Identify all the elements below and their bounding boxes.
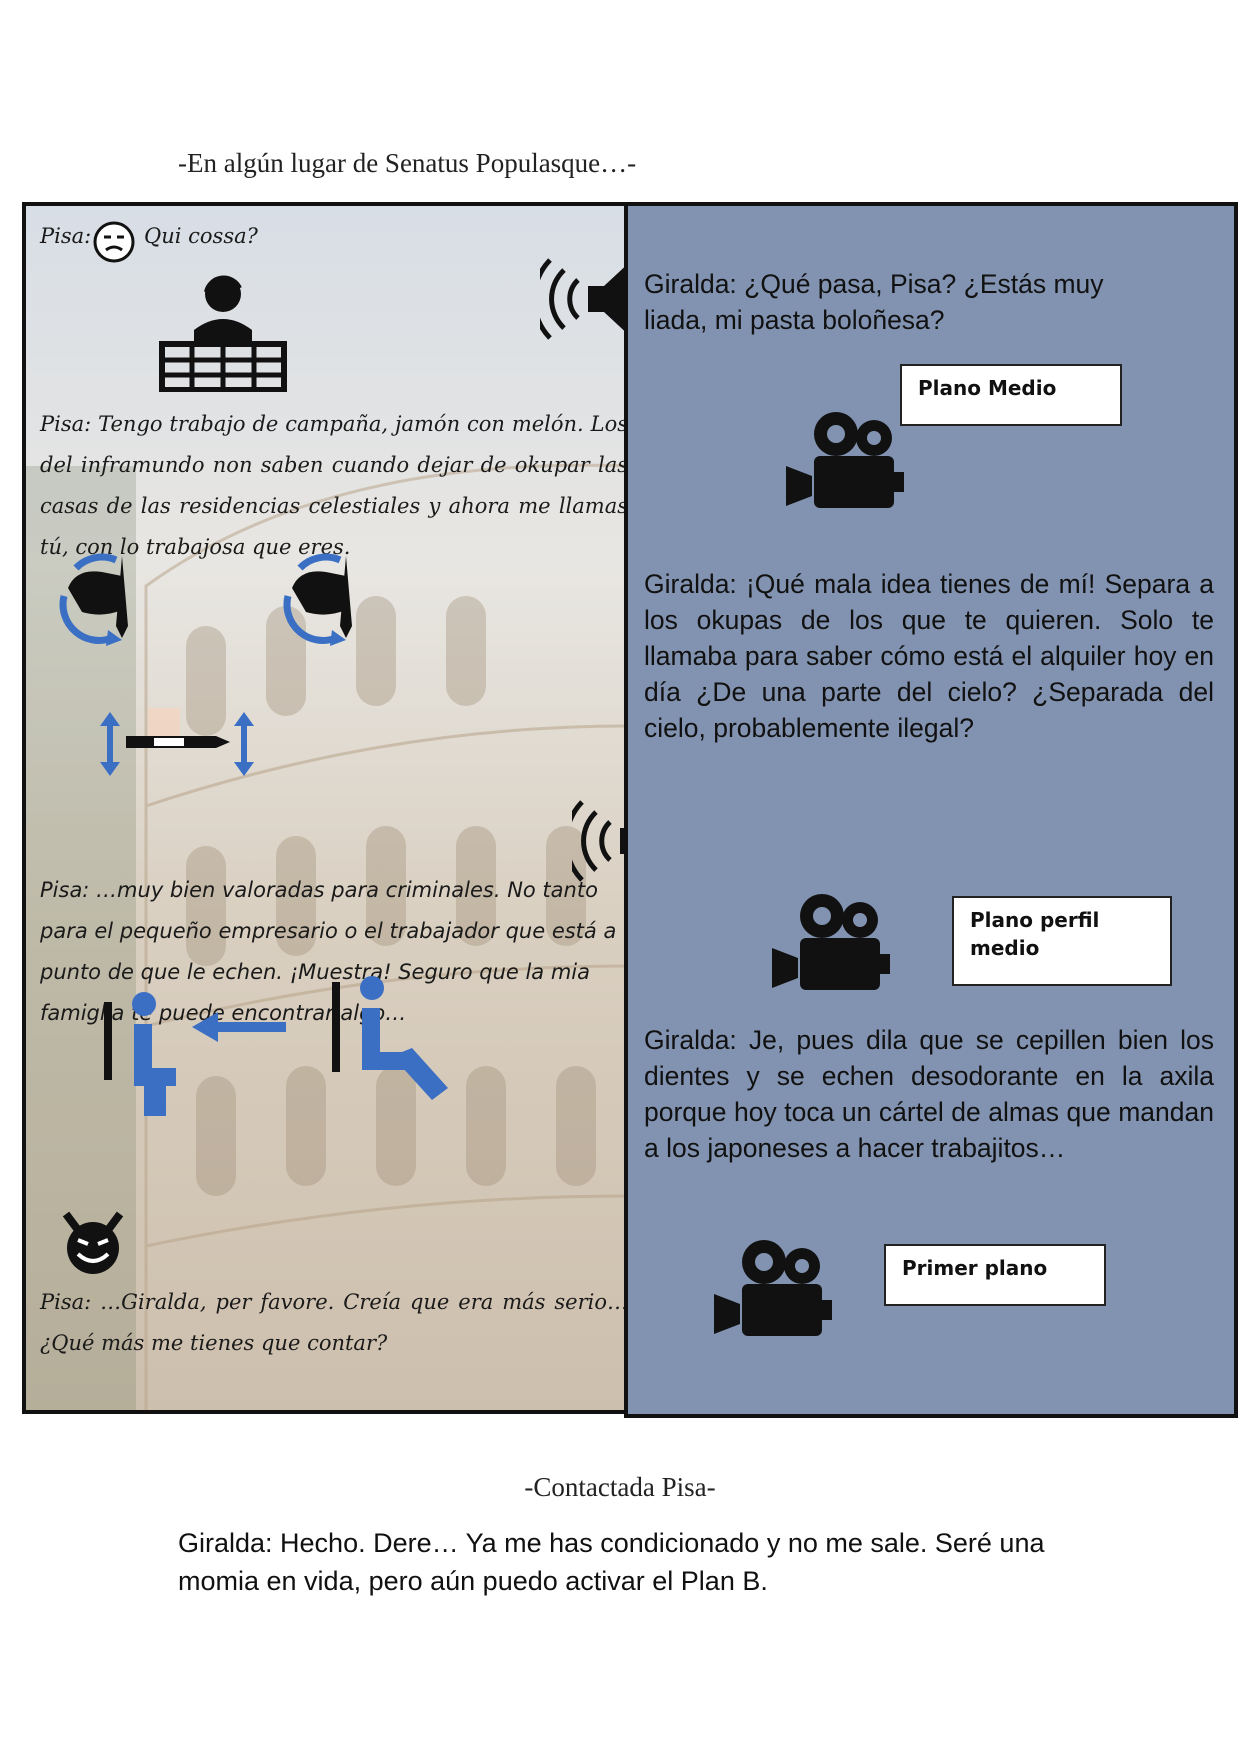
devil-face-icon — [62, 1211, 124, 1274]
movie-camera-icon — [786, 412, 904, 508]
giralda-line-3: Giralda: Je, pues dila que se cepillen b… — [644, 1025, 1214, 1163]
shot-label-1: Plano Medio — [900, 364, 1122, 426]
giralda-line-2: Giralda: ¡Qué mala idea tienes de mí! Se… — [644, 569, 1214, 743]
pisa-line-3: Pisa: …muy bien valoradas para criminale… — [40, 878, 617, 1025]
giralda-line-1: Giralda: ¿Qué pasa, Pisa? ¿Estás muy lia… — [644, 269, 1104, 335]
colosseum-background — [26, 206, 628, 1410]
pisa-line-4: Pisa: …Giralda, per favore. Creía que er… — [40, 1290, 628, 1355]
movie-camera-icon — [714, 1240, 832, 1336]
left-arrow-icon — [192, 1012, 286, 1042]
movie-camera-icon — [772, 894, 890, 990]
left-comic-panel: Pisa: Qui cossa? Pisa: Tengo trabajo de … — [22, 202, 628, 1414]
closing-line: Giralda: Hecho. Dere… Ya me has condicio… — [178, 1528, 1045, 1596]
unamused-face-icon — [93, 221, 135, 263]
pisa-line-2: Pisa: Tengo trabajo de campaña, jamón co… — [40, 412, 628, 559]
shot-label-2: Plano perfil medio — [952, 896, 1172, 986]
office-worker-desk-icon — [159, 275, 287, 392]
hand-rotate-icon — [283, 553, 352, 646]
person-seated-icon — [332, 976, 448, 1100]
person-seated-icon — [104, 992, 176, 1116]
pisa-line-1-text: Qui cossa? — [144, 224, 258, 248]
vertical-arrows-icon — [100, 708, 254, 776]
scene-heading: -En algún lugar de Senatus Populasque…- — [178, 148, 637, 178]
pisa-line-1-speaker: Pisa: — [40, 224, 92, 248]
shot-label-3: Primer plano — [884, 1244, 1106, 1306]
scene-subheading: -Contactada Pisa- — [524, 1472, 716, 1502]
speaker-sound-icon — [540, 258, 632, 340]
right-comic-panel: Giralda: ¿Qué pasa, Pisa? ¿Estás muy lia… — [624, 202, 1238, 1418]
hand-rotate-icon — [59, 553, 128, 646]
